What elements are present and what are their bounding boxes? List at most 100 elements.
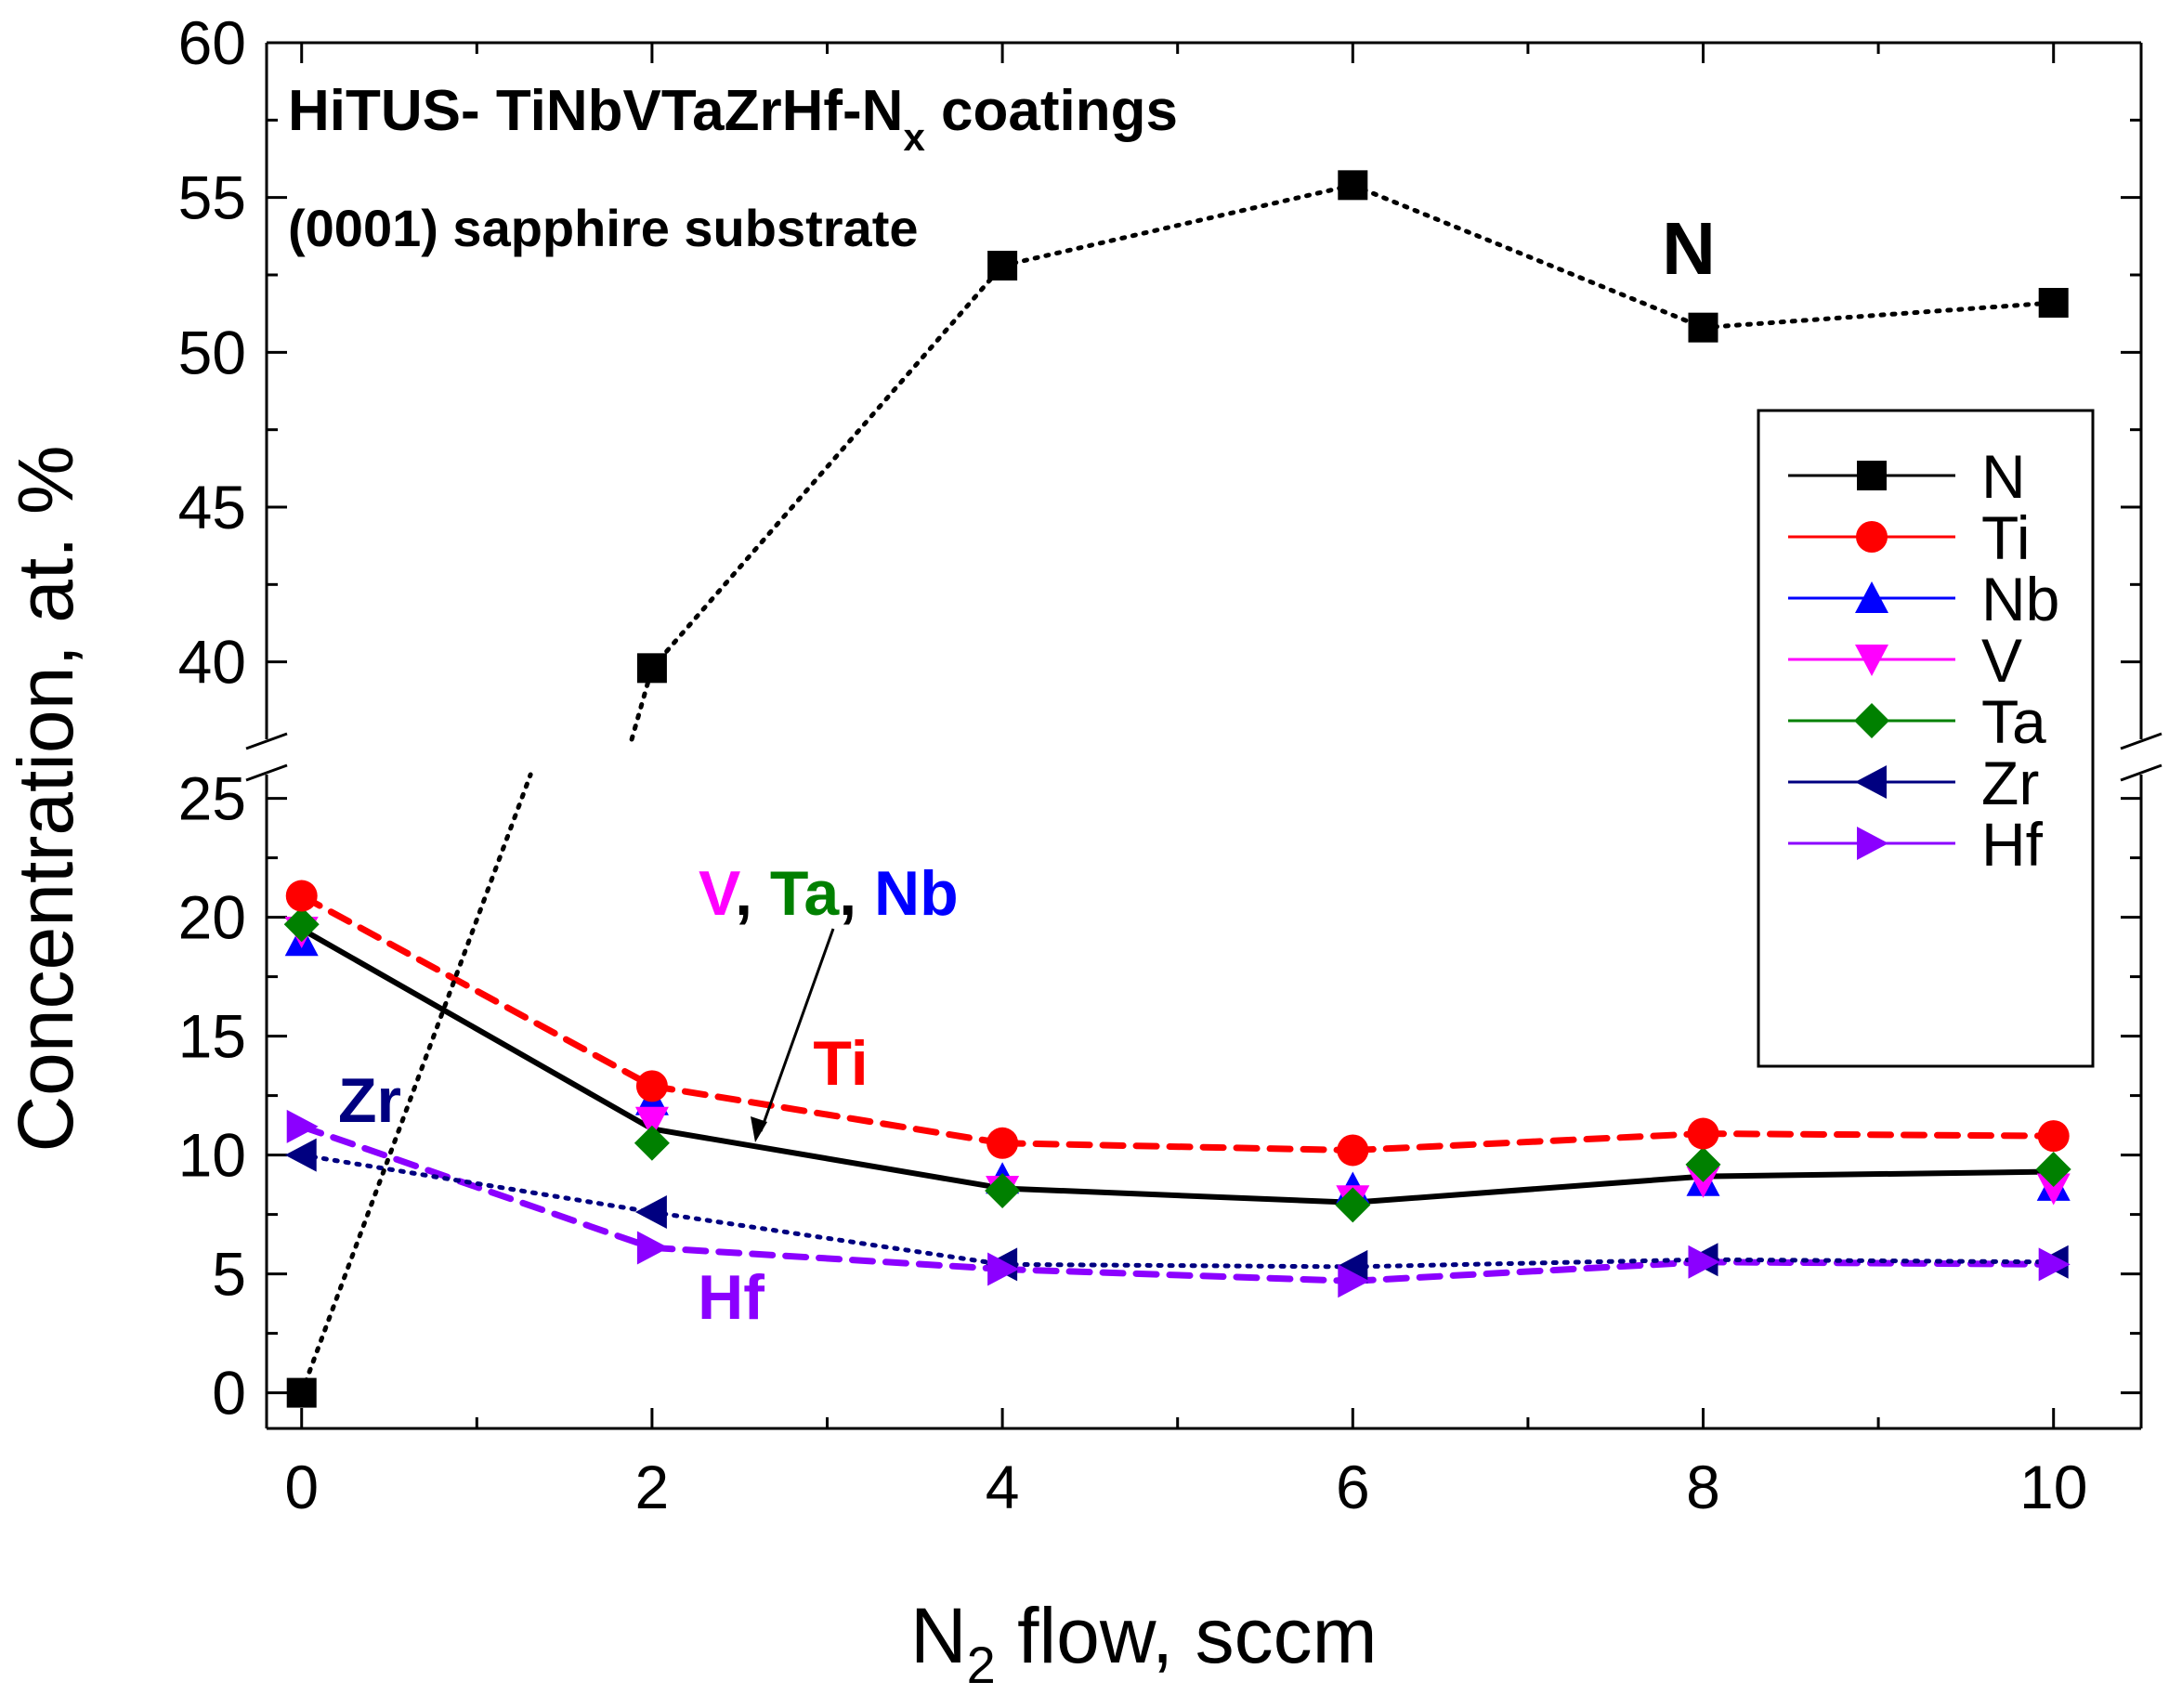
annotation-group-part: Nb: [874, 858, 959, 929]
x-axis-label: N2 flow, sccm: [910, 1592, 1378, 1694]
x-tick-label: 4: [986, 1453, 1020, 1521]
ti-point: [1687, 1117, 1719, 1150]
n-point: [1688, 312, 1718, 343]
axis-break-mark: [2120, 732, 2162, 750]
chart-title-tail: coatings: [925, 79, 1178, 143]
ti-point: [285, 880, 318, 912]
legend-label: Ti: [1981, 503, 2031, 572]
zr-point: [1336, 1249, 1368, 1284]
y-tick-label: 60: [178, 8, 246, 77]
n-line-segment: [1701, 300, 2057, 331]
axis-ticks: 0 2 4 6 8 10 0 5 10 15 20 25 40 45 50 55 60: [178, 8, 2141, 1521]
y-tick-label: 25: [178, 764, 246, 833]
plot-frame: [245, 41, 2162, 1430]
x-axis-label-main: N: [910, 1592, 967, 1679]
zr-point: [284, 1138, 317, 1172]
y-axis-label: Concentration, at. %: [2, 445, 89, 1152]
n-point: [2038, 288, 2069, 318]
ti-line-segment: [999, 1140, 1356, 1154]
hf-point: [1688, 1245, 1720, 1279]
chart-title: HiTUS- TiNbVTaZrHf-Nx coatings: [288, 79, 1178, 159]
hf-point: [286, 1109, 319, 1143]
n-line-segment: [299, 772, 533, 1396]
axis-break-mark: [245, 732, 288, 750]
hf-point: [2038, 1247, 2071, 1282]
legend-label: Zr: [1981, 749, 2039, 817]
ti-line-segment: [1349, 1130, 1707, 1154]
hf-line-segment: [1700, 1258, 2058, 1268]
n-line-segment: [1350, 182, 1706, 331]
v-ta-nb-average-line-segment: [298, 926, 655, 1132]
axis-break-mark: [2120, 763, 2162, 782]
x-axis-label-sub: 2: [967, 1636, 996, 1694]
ta-point: [2035, 1151, 2071, 1187]
ta-point: [1685, 1146, 1721, 1182]
series-markers: [283, 170, 2071, 1408]
legend-marker: [1855, 645, 1888, 676]
annotation-n: N: [1662, 207, 1716, 290]
hf-point: [1338, 1264, 1370, 1298]
ta-point: [634, 1125, 670, 1161]
y-tick-label: 45: [178, 473, 246, 541]
x-tick-label: 6: [1336, 1453, 1370, 1521]
hf-line-segment: [999, 1265, 1356, 1284]
v-point: [634, 1106, 669, 1139]
v-ta-nb-average-line-segment: [1700, 1168, 2057, 1180]
hf-point: [987, 1252, 1020, 1286]
annotation-group-part: V: [699, 858, 740, 929]
annotation-group-part: ,: [839, 858, 874, 929]
legend-item-v: V: [1788, 626, 2022, 695]
hf-line-segment: [648, 1244, 1006, 1272]
chart-title-main: HiTUS- TiNbVTaZrHf-N: [288, 79, 903, 143]
ti-point: [986, 1127, 1019, 1159]
y-tick-label: 10: [178, 1121, 246, 1190]
zr-point: [634, 1195, 667, 1230]
legend-item-nb: Nb: [1788, 565, 2059, 633]
zr-line-segment: [1701, 1257, 2057, 1265]
annotation-hf: Hf: [698, 1262, 764, 1333]
ta-point: [985, 1173, 1021, 1208]
ti-line-segment: [648, 1082, 1006, 1147]
legend-label: N: [1981, 442, 2026, 511]
legend-item-ti: Ti: [1788, 503, 2031, 572]
y-tick-label: 20: [178, 883, 246, 952]
legend-marker: [1855, 765, 1887, 799]
ta-point: [283, 906, 320, 943]
annotation-v-ta-nb: V, Ta, Nb: [699, 858, 959, 929]
v-ta-nb-average-line-segment: [1350, 1173, 1706, 1206]
ta-point: [1335, 1187, 1371, 1223]
hf-point: [636, 1231, 669, 1265]
x-axis-label-tail: flow, sccm: [996, 1592, 1378, 1679]
legend-marker: [1856, 521, 1888, 553]
y-tick-label: 0: [212, 1359, 246, 1428]
n-line-segment: [629, 665, 655, 742]
ti-line-segment: [298, 893, 656, 1089]
y-tick-label: 50: [178, 318, 246, 386]
x-tick-label: 10: [2019, 1453, 2087, 1521]
chart-subtitle: (0001) sapphire substrate: [288, 199, 918, 257]
zr-line-segment: [1000, 1261, 1355, 1270]
legend-item-ta: Ta: [1788, 687, 2046, 756]
ti-point: [2037, 1120, 2070, 1153]
legend-marker: [1855, 581, 1888, 613]
annotation-group-part: ,: [735, 858, 770, 929]
zr-line-segment: [299, 1153, 655, 1215]
v-point: [2036, 1173, 2071, 1206]
hf-line-segment: [1349, 1258, 1707, 1284]
zr-line-segment: [649, 1209, 1005, 1267]
series-lines: [298, 182, 2058, 1396]
legend-marker: [1854, 703, 1889, 738]
n-point: [1338, 170, 1368, 201]
hf-line-segment: [298, 1123, 656, 1251]
n-line-segment: [649, 263, 1005, 671]
legend-label: V: [1981, 626, 2022, 695]
chart-title-sub: x: [903, 115, 925, 159]
legend-item-zr: Zr: [1788, 749, 2039, 817]
annotation-zr: Zr: [338, 1065, 401, 1136]
ti-point: [1337, 1134, 1369, 1167]
x-tick-label: 8: [1686, 1453, 1720, 1521]
annotation-ti: Ti: [813, 1028, 868, 1099]
legend-box: [1757, 409, 2095, 1068]
legend-label: Nb: [1981, 565, 2059, 633]
